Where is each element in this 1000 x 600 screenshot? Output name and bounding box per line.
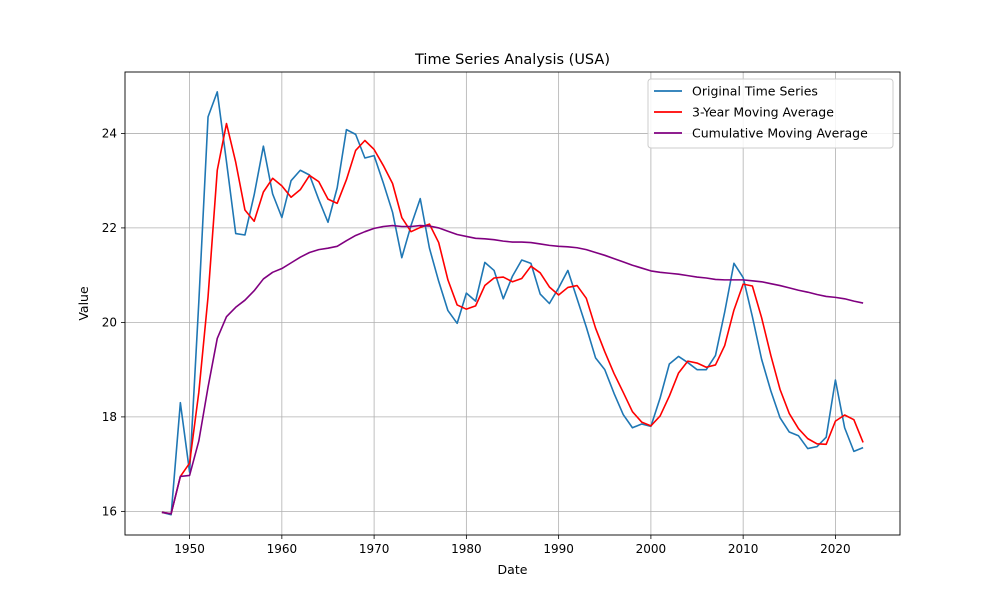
y-axis-label: Value bbox=[76, 286, 91, 321]
x-tick-label: 1970 bbox=[359, 542, 390, 556]
x-tick-label: 1980 bbox=[451, 542, 482, 556]
axis-ticks: 1950 1960 1970 1980 1990 2000 2010 2020 16 18 20 22… bbox=[102, 126, 851, 556]
series-lines bbox=[161, 91, 864, 516]
y-tick-label: 16 bbox=[102, 504, 117, 518]
x-tick-label: 1990 bbox=[543, 542, 574, 556]
series-line-2 bbox=[161, 122, 864, 515]
y-tick-label: 18 bbox=[102, 410, 117, 424]
legend: Original Time Series 3-Year Moving Averag… bbox=[647, 78, 894, 149]
y-tick-label: 20 bbox=[102, 315, 117, 329]
y-tick-label: 22 bbox=[102, 221, 117, 235]
plot-area-frame bbox=[124, 71, 901, 536]
x-tick-label: 2010 bbox=[728, 542, 759, 556]
x-tick-label: 2020 bbox=[820, 542, 851, 556]
x-tick-label: 1950 bbox=[174, 542, 205, 556]
y-tick-label: 24 bbox=[102, 126, 117, 140]
x-axis-label: Date bbox=[498, 562, 528, 577]
chart-title: Time Series Analysis (USA) bbox=[414, 52, 610, 68]
legend-label-3: Cumulative Moving Average bbox=[692, 126, 868, 141]
x-tick-label: 2000 bbox=[636, 542, 667, 556]
series-line-1 bbox=[161, 91, 864, 516]
legend-box bbox=[647, 78, 894, 149]
legend-label-2: 3-Year Moving Average bbox=[692, 105, 834, 120]
legend-label-1: Original Time Series bbox=[692, 84, 818, 99]
series-line-3 bbox=[161, 224, 864, 515]
x-tick-label: 1960 bbox=[267, 542, 298, 556]
